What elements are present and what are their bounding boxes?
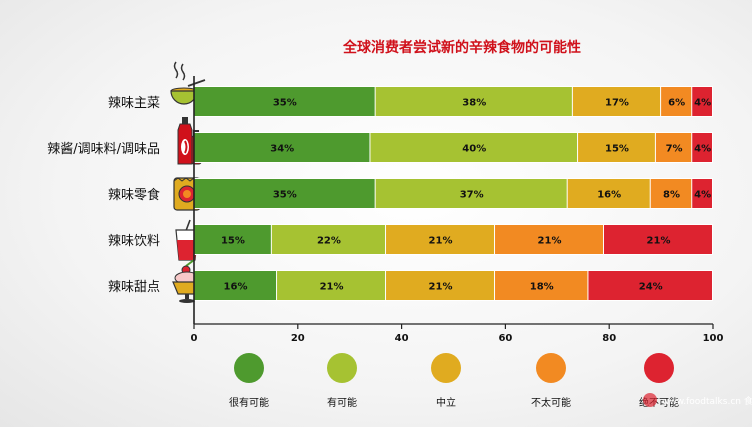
bar-segment xyxy=(386,271,495,300)
bar-segment xyxy=(578,133,655,162)
bar-segment xyxy=(495,225,604,254)
legend-label: 很有可能 xyxy=(229,396,269,409)
bar-segment xyxy=(495,271,588,300)
data-label: 21% xyxy=(429,236,453,247)
legend-swatch xyxy=(644,353,674,383)
tick-label: 60 xyxy=(498,333,512,344)
bar-segment xyxy=(386,225,495,254)
bar-segment xyxy=(655,133,692,162)
bar-segment xyxy=(588,271,712,300)
data-label: 6% xyxy=(668,98,685,109)
bar-segment xyxy=(692,87,712,116)
data-label: 40% xyxy=(462,144,486,155)
bar-segment xyxy=(604,225,712,254)
data-label: 16% xyxy=(224,282,248,293)
data-label: 21% xyxy=(320,282,344,293)
data-label: 22% xyxy=(317,236,341,247)
tick-label: 40 xyxy=(395,333,409,344)
legend-label: 不太可能 xyxy=(531,396,571,409)
watermark-text: www.foodtalks.cn 食品快讯 xyxy=(662,395,752,407)
data-label: 4% xyxy=(694,190,711,201)
bar-segment xyxy=(375,179,567,208)
tick-label: 100 xyxy=(703,333,724,344)
bar-segment xyxy=(692,179,712,208)
category-label: 辣酱/调味料/调味品 xyxy=(47,142,160,157)
legend: 很有可能 有可能 中立 不太可能 绝不可能 xyxy=(229,353,679,409)
legend-label: 有可能 xyxy=(327,396,357,409)
category-label: 辣味零食 xyxy=(108,187,160,203)
category-labels: 辣味主菜 辣酱/调味料/调味品 辣味零食 辣味饮料 辣味甜点 xyxy=(47,96,160,295)
data-label: 18% xyxy=(530,282,554,293)
data-label: 16% xyxy=(597,190,621,201)
data-label: 15% xyxy=(605,144,629,155)
data-label: 34% xyxy=(270,144,294,155)
bar-segment xyxy=(370,133,578,162)
bar-segment xyxy=(692,133,712,162)
data-label: 35% xyxy=(273,190,297,201)
tick-label: 80 xyxy=(602,333,616,344)
bar-segment xyxy=(567,179,650,208)
data-label: 24% xyxy=(639,282,663,293)
snack-bag-icon xyxy=(173,177,201,211)
bar-segment xyxy=(572,87,661,116)
legend-swatch xyxy=(234,353,264,383)
category-label: 辣味主菜 xyxy=(108,96,160,111)
data-label: 21% xyxy=(647,236,671,247)
data-label: 35% xyxy=(273,98,297,109)
category-label: 辣味饮料 xyxy=(108,234,160,249)
bar-segment xyxy=(277,271,386,300)
data-label: 8% xyxy=(663,190,680,201)
bar-segment xyxy=(650,179,692,208)
data-label: 4% xyxy=(694,98,711,109)
x-axis: 0 20 40 60 80 100 xyxy=(191,76,724,344)
bar-segment xyxy=(194,225,271,254)
bars-layer: 35% 38% 17% 6% 4% 34% 40% 15% 7% 4% 35% 37% 16% 8% 4% 1… xyxy=(194,86,713,301)
legend-swatch xyxy=(431,353,461,383)
tick-label: 0 xyxy=(191,333,198,344)
drink-glass-icon xyxy=(175,219,205,261)
data-label: 38% xyxy=(462,98,486,109)
chart-title: 全球消费者尝试新的辛辣食物的可能性 xyxy=(342,39,581,56)
legend-swatch xyxy=(327,353,357,383)
data-label: 7% xyxy=(666,144,683,155)
legend-label: 中立 xyxy=(436,396,456,409)
data-label: 37% xyxy=(460,190,484,201)
bar-segment xyxy=(194,87,375,116)
category-label: 辣味甜点 xyxy=(108,279,160,295)
data-label: 21% xyxy=(538,236,562,247)
data-label: 17% xyxy=(605,98,629,109)
data-label: 4% xyxy=(694,144,711,155)
bar-segment xyxy=(375,87,572,116)
watermark: www.foodtalks.cn 食品快讯 xyxy=(643,393,752,407)
legend-swatch xyxy=(536,353,566,383)
bar-segment xyxy=(661,87,692,116)
bar-segment xyxy=(194,179,375,208)
tick-label: 20 xyxy=(291,333,305,344)
data-label: 15% xyxy=(221,236,245,247)
bar-segment xyxy=(271,225,386,254)
bar-segment xyxy=(194,133,370,162)
bar-segment xyxy=(194,271,277,300)
data-label: 21% xyxy=(429,282,453,293)
